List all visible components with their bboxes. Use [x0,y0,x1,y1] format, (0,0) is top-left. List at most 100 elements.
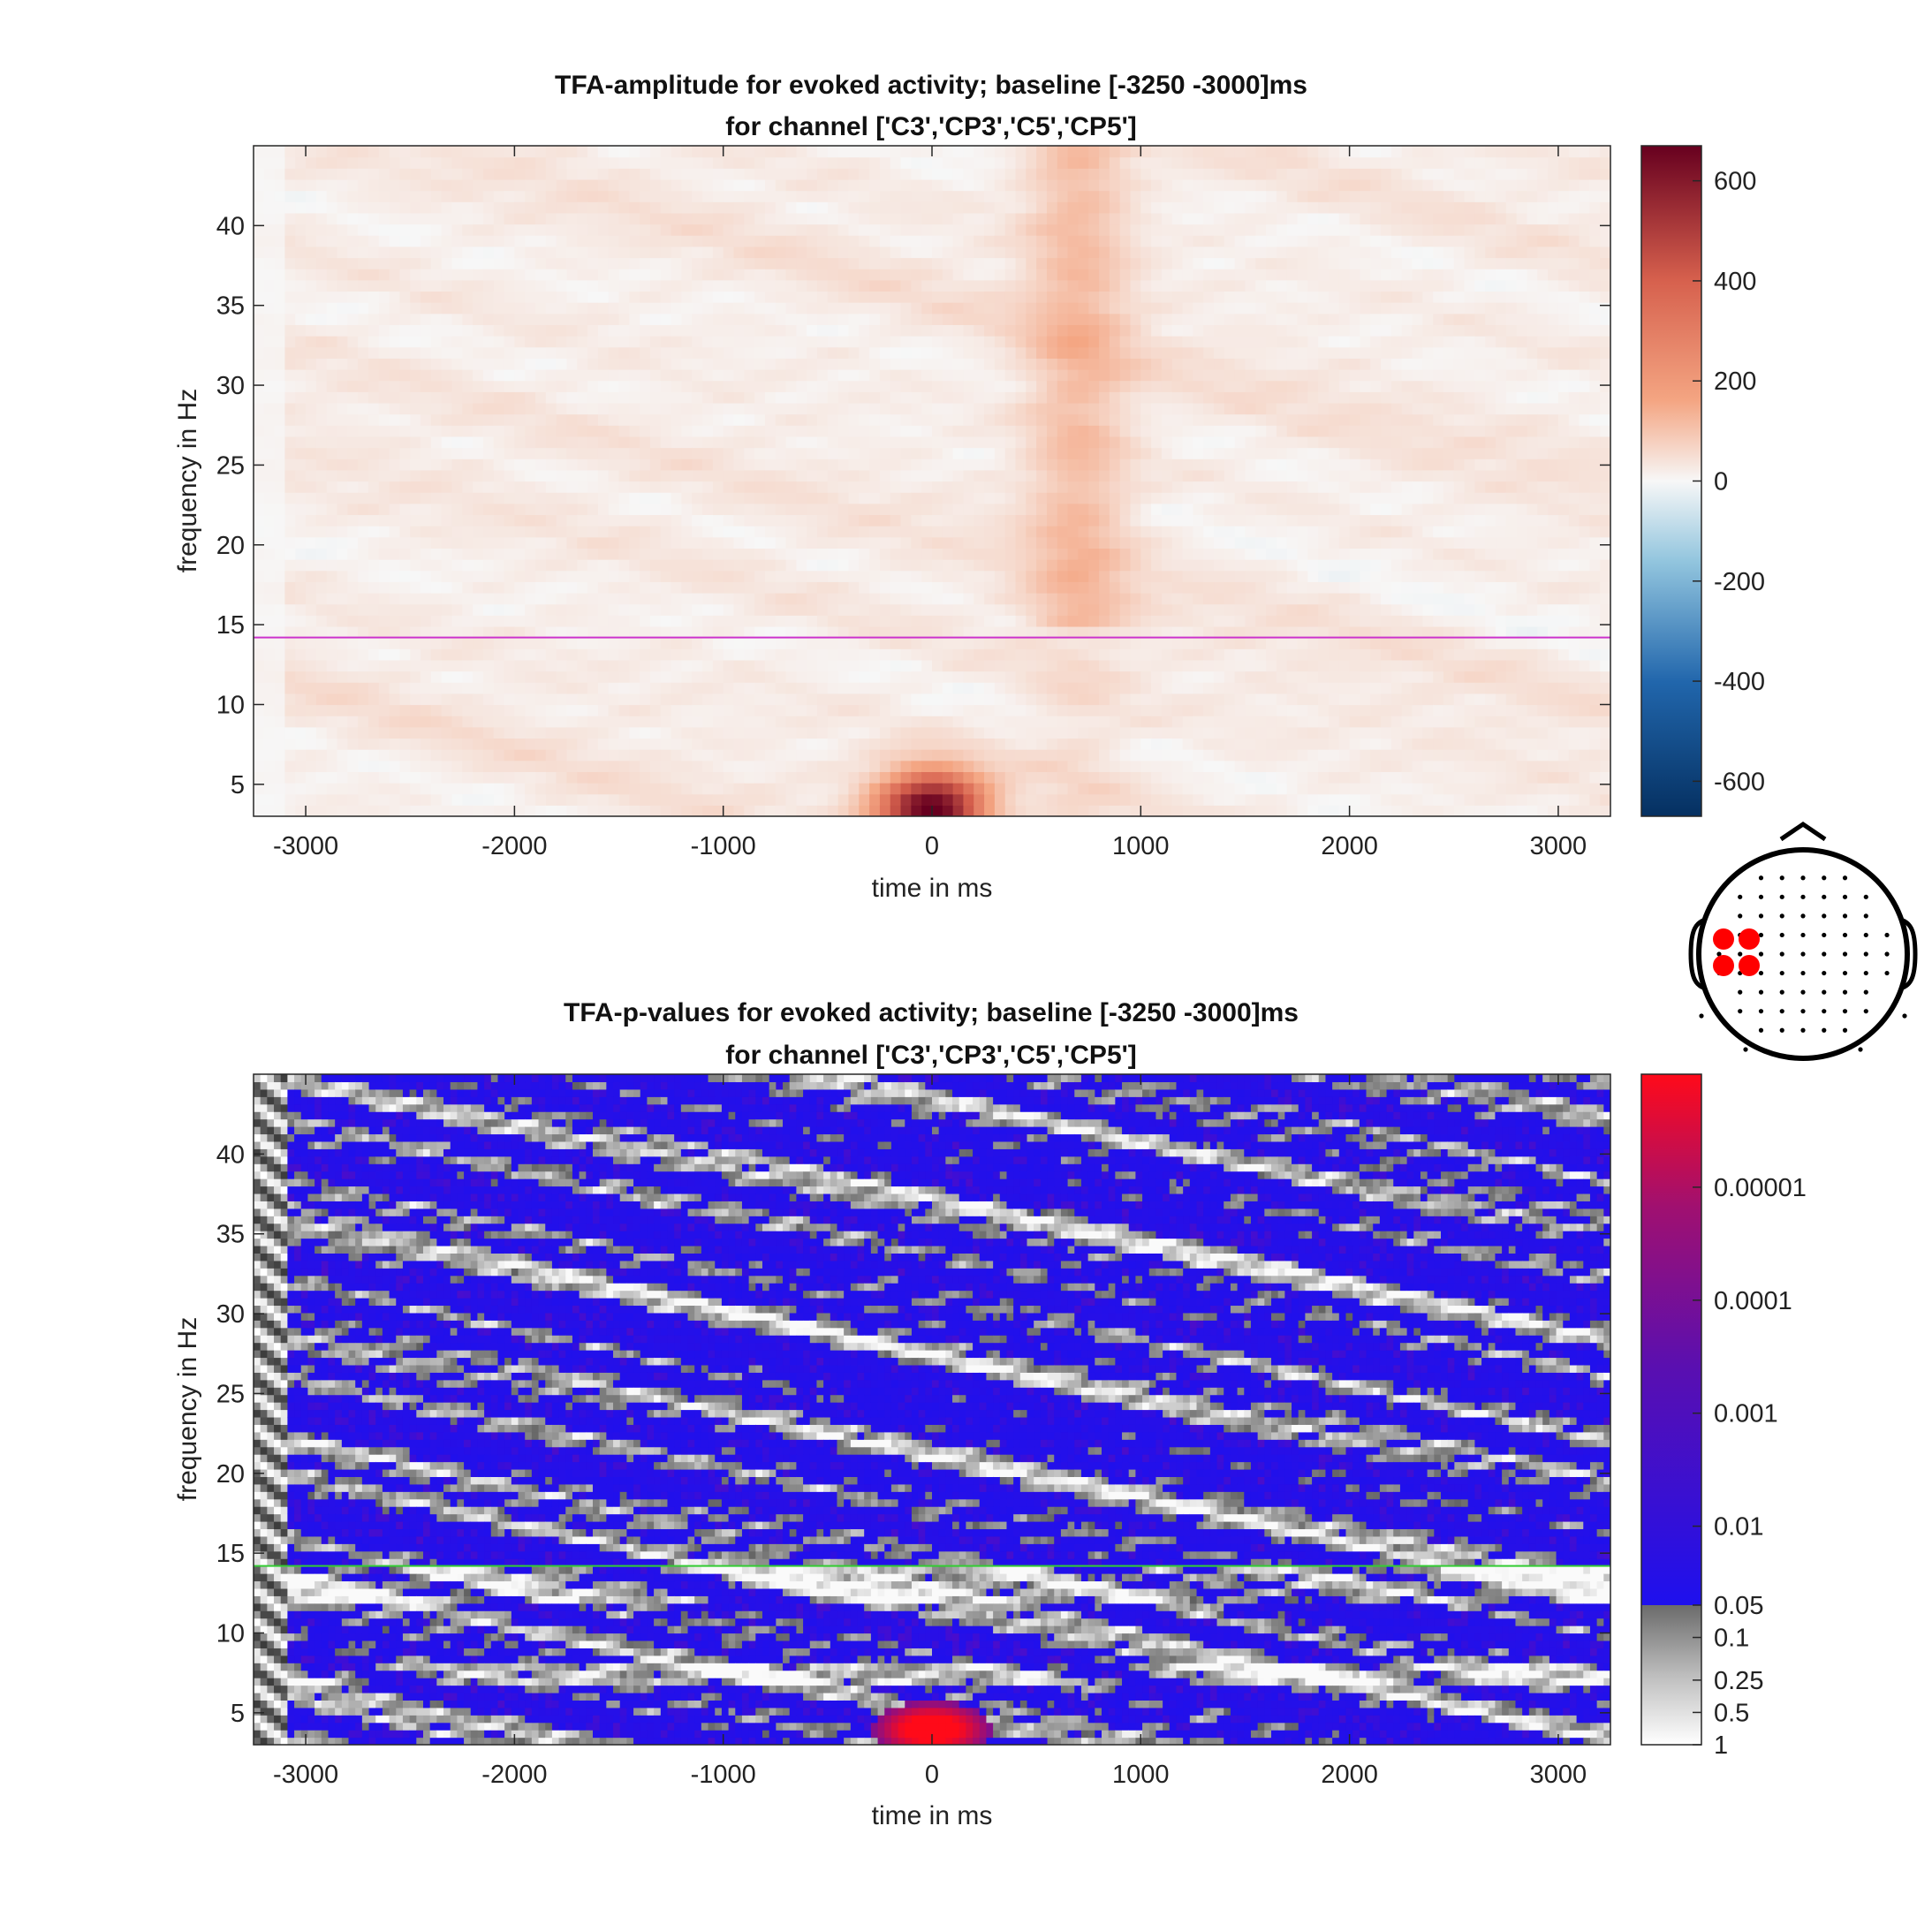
heatmap-cell [295,257,307,269]
heatmap-cell [702,615,714,627]
heatmap-cell [817,570,829,582]
heatmap-cell [1067,246,1080,259]
heatmap-cell [493,425,505,437]
heatmap-cell [994,178,1006,192]
heatmap-cell [974,726,985,739]
heatmap-cell [566,671,578,683]
heatmap-cell [618,760,630,772]
heatmap-cell [556,581,568,594]
heatmap-cell [911,682,922,694]
heatmap-cell [660,659,672,672]
heatmap-cell [692,369,703,382]
heatmap-cell [274,269,286,281]
heatmap-cell [879,224,891,236]
heatmap-cell [420,246,432,259]
heatmap-cell [263,526,276,538]
heatmap-cell [796,548,807,560]
heatmap-cell [817,235,829,247]
heatmap-cell [1088,503,1100,516]
heatmap-cell [410,336,421,348]
heatmap-cell [274,336,286,348]
heatmap-cell [807,805,818,816]
heatmap-cell [1109,369,1121,382]
heatmap-cell [921,469,933,482]
heatmap-cell [367,235,380,247]
heatmap-cell [848,212,860,225]
heatmap-cell [837,358,850,370]
heatmap-cell [367,593,380,605]
heatmap-cell [389,749,401,761]
heatmap-cell [807,391,818,404]
heatmap-cell [764,559,777,572]
heatmap-cell [796,201,807,214]
heatmap-cell [1067,503,1080,516]
heatmap-cell [378,447,390,459]
heatmap-cell [848,716,860,728]
heatmap-cell [848,581,860,594]
heatmap-cell [1078,704,1089,716]
heatmap-cell [306,603,317,616]
heatmap-cell [535,380,547,392]
heatmap-cell [942,436,954,449]
heatmap-cell [597,436,610,449]
heatmap-cell [1015,358,1027,370]
heatmap-cell [410,146,421,158]
heatmap-cell [754,749,766,761]
heatmap-cell [1078,413,1089,426]
heatmap-cell [504,726,515,739]
heatmap-cell [608,648,620,661]
heatmap-cell [556,279,568,292]
heatmap-cell [315,336,328,348]
heatmap-cell [859,671,870,683]
heatmap-cell [837,514,850,527]
heatmap-cell [994,413,1006,426]
heatmap-cell [869,212,881,225]
heatmap-cell [1046,324,1058,337]
heatmap-cell [1067,302,1080,314]
heatmap-cell [723,358,735,370]
heatmap-cell [545,369,557,382]
heatmap-cell [587,570,599,582]
heatmap-cell [754,380,766,392]
heatmap-cell [358,291,369,303]
heatmap-cell [473,156,484,169]
heatmap-cell [504,659,515,672]
heatmap-cell [974,682,985,694]
heatmap-cell [504,458,515,471]
heatmap-cell [254,559,265,572]
heatmap-cell [984,682,996,694]
heatmap-cell [1067,201,1080,214]
heatmap-cell [900,648,912,661]
heatmap-cell [837,704,850,716]
heatmap-cell [869,413,881,426]
heatmap-cell [1119,659,1132,672]
heatmap-cell [420,514,432,527]
heatmap-cell [817,760,829,772]
heatmap-cell [890,201,902,214]
heatmap-cell [347,559,359,572]
heatmap-cell [681,581,693,594]
heatmap-cell [618,212,630,225]
heatmap-cell [649,246,662,259]
heatmap-cell [837,559,850,572]
heatmap-cell [326,291,338,303]
heatmap-cell [911,760,922,772]
heatmap-cell [1004,190,1017,202]
heatmap-cell [942,559,954,572]
heatmap-cell [284,793,296,806]
heatmap-cell [420,548,432,560]
heatmap-cell [367,447,380,459]
heatmap-cell [942,380,954,392]
heatmap-cell [640,413,651,426]
heatmap-cell [660,593,672,605]
heatmap-cell [974,805,985,816]
heatmap-cell [1067,738,1080,750]
heatmap-cell [577,648,588,661]
heatmap-cell [1015,380,1027,392]
heatmap-cell [629,615,640,627]
heatmap-cell [640,257,651,269]
heatmap-cell [827,771,839,784]
heatmap-cell [306,447,317,459]
heatmap-cell [597,279,610,292]
heatmap-cell [525,246,536,259]
